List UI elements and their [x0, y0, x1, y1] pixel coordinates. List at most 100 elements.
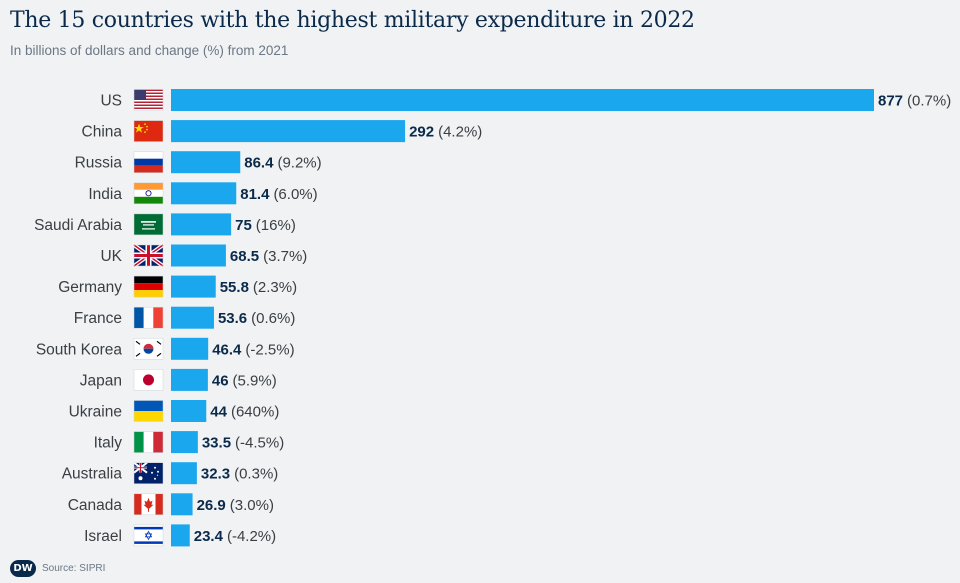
data-label: 46 (5.9%) [212, 372, 277, 389]
change-label: (9.2%) [277, 155, 321, 172]
change-label: (3.7%) [263, 248, 307, 265]
bar [171, 524, 190, 547]
category-label: US [100, 93, 122, 110]
value-label: 26.9 [197, 497, 226, 514]
change-label: (3.0%) [230, 497, 274, 514]
bar-row-israel: Israel 23.4 (-4.2%) [84, 524, 276, 547]
data-label: 44 (640%) [210, 404, 279, 421]
flag-israel-icon [133, 524, 164, 547]
change-label: (4.2%) [438, 124, 482, 141]
data-label: 292 (4.2%) [409, 124, 482, 141]
footer: DW Source: SIPRI [10, 560, 105, 577]
bar-row-ukraine: Ukraine 44 (640%) [69, 400, 279, 422]
bar [171, 275, 216, 298]
bar-row-saudi-arabia: Saudi Arabia 75 (16%) [34, 213, 296, 236]
value-label: 877 [878, 93, 903, 110]
flag-japan-icon [133, 369, 164, 391]
flag-india-icon [133, 182, 164, 205]
bar [171, 213, 232, 236]
data-label: 46.4 (-2.5%) [212, 341, 294, 358]
value-label: 53.6 [218, 310, 247, 327]
flag-australia-icon [133, 461, 164, 484]
bar [171, 182, 237, 205]
bar-row-canada: Canada 26.9 (3.0%) [68, 493, 274, 516]
bar-row-uk: UK 68.5 (3.7%) [100, 243, 307, 268]
bar [171, 493, 193, 516]
bar [171, 151, 241, 174]
data-label: 32.3 (0.3%) [201, 466, 278, 483]
bar-row-russia: Russia 86.4 (9.2%) [75, 151, 322, 174]
value-label: 292 [409, 124, 434, 141]
value-label: 46 [212, 372, 229, 389]
bar [171, 244, 226, 267]
bar [171, 89, 874, 111]
data-label: 81.4 (6.0%) [240, 186, 317, 203]
chart-subtitle: In billions of dollars and change (%) fr… [10, 43, 289, 58]
flag-saudi-arabia-icon [133, 213, 164, 236]
bar-row-italy: Italy 33.5 (-4.5%) [94, 431, 284, 454]
category-label: Saudi Arabia [34, 217, 122, 234]
bar [171, 120, 406, 143]
bar-row-germany: Germany 55.8 (2.3%) [58, 275, 297, 298]
source-text: Source: SIPRI [42, 563, 106, 574]
bar [171, 400, 207, 422]
data-label: 23.4 (-4.2%) [194, 528, 276, 545]
data-label: 75 (16%) [235, 217, 296, 234]
change-label: (0.3%) [234, 466, 278, 483]
change-label: (5.9%) [233, 372, 277, 389]
data-label: 33.5 (-4.5%) [202, 435, 284, 452]
flag-germany-icon [133, 275, 164, 298]
category-label: Russia [75, 155, 123, 172]
category-label: UK [100, 248, 122, 265]
flag-canada-icon [133, 493, 164, 516]
value-label: 44 [210, 404, 227, 421]
bar-row-india: India 81.4 (6.0%) [88, 182, 318, 205]
category-label: France [74, 310, 122, 327]
value-label: 81.4 [240, 186, 270, 203]
data-label: 86.4 (9.2%) [244, 155, 321, 172]
flag-ukraine-icon [133, 400, 164, 422]
change-label: (0.6%) [251, 310, 295, 327]
value-label: 55.8 [220, 279, 249, 296]
category-label: Israel [84, 528, 122, 545]
change-label: (16%) [256, 217, 296, 234]
change-label: (640%) [231, 404, 279, 421]
value-label: 68.5 [230, 248, 259, 265]
value-label: 23.4 [194, 528, 224, 545]
data-label: 68.5 (3.7%) [230, 248, 307, 265]
bar-row-us: US 877 (0.7%) [100, 89, 951, 111]
value-label: 86.4 [244, 155, 274, 172]
chart-title: The 15 countries with the highest milita… [10, 8, 695, 33]
category-label: India [88, 186, 122, 203]
category-label: Canada [68, 497, 123, 514]
flag-russia-icon [133, 151, 164, 173]
change-label: (6.0%) [273, 186, 317, 203]
change-label: (2.3%) [253, 279, 297, 296]
flag-us-icon [133, 89, 164, 111]
bar-row-australia: Australia 32.3 (0.3%) [62, 461, 278, 485]
data-label: 53.6 (0.6%) [218, 310, 295, 327]
flag-china-icon [133, 120, 164, 142]
flag-uk-icon [132, 243, 165, 268]
change-label: (-2.5%) [245, 341, 294, 358]
bar [171, 462, 197, 485]
category-label: Japan [80, 372, 122, 389]
bar [171, 368, 208, 391]
bar-row-south-korea: South Korea 46.4 (-2.5%) [36, 337, 295, 360]
flag-italy-icon [133, 431, 164, 453]
bar-row-france: France 53.6 (0.6%) [74, 306, 295, 329]
change-label: (0.7%) [907, 93, 951, 110]
value-label: 75 [235, 217, 252, 234]
category-label: Australia [62, 466, 123, 483]
value-label: 32.3 [201, 466, 230, 483]
flag-south-korea-icon [133, 338, 164, 360]
change-label: (-4.5%) [235, 435, 284, 452]
value-label: 46.4 [212, 341, 242, 358]
bar-row-china: China 292 (4.2%) [82, 120, 482, 143]
category-label: South Korea [36, 341, 123, 358]
data-label: 26.9 (3.0%) [197, 497, 274, 514]
bar [171, 337, 209, 360]
category-label: Ukraine [69, 404, 122, 421]
value-label: 33.5 [202, 435, 231, 452]
